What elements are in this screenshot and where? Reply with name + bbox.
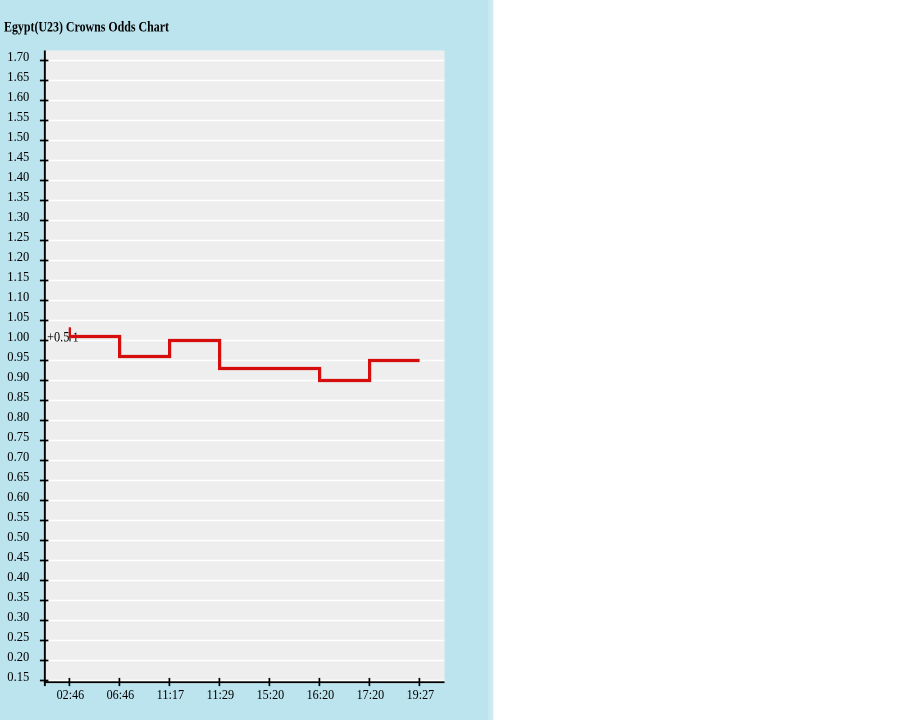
svg-text:0.75: 0.75	[7, 430, 29, 445]
svg-text:1.65: 1.65	[7, 70, 29, 85]
svg-text:0.20: 0.20	[7, 650, 29, 665]
svg-text:+0.5: +0.5	[47, 329, 69, 345]
svg-text:1.05: 1.05	[7, 310, 29, 325]
svg-text:0.60: 0.60	[7, 490, 29, 505]
svg-text:0.35: 0.35	[7, 590, 29, 605]
svg-text:0.40: 0.40	[7, 570, 29, 585]
svg-text:1.55: 1.55	[7, 110, 29, 125]
svg-text:0.45: 0.45	[7, 550, 29, 565]
svg-text:0.65: 0.65	[7, 470, 29, 485]
svg-text:0.30: 0.30	[7, 610, 29, 625]
svg-text:06:46: 06:46	[107, 688, 135, 703]
svg-text:1.40: 1.40	[7, 170, 29, 185]
svg-text:0.80: 0.80	[7, 410, 29, 425]
svg-text:15:20: 15:20	[257, 688, 285, 703]
svg-text:Egypt(U23) Crowns Odds Chart: Egypt(U23) Crowns Odds Chart	[4, 20, 169, 36]
svg-text:1.20: 1.20	[7, 250, 29, 265]
svg-text:0.70: 0.70	[7, 450, 29, 465]
svg-text:11:17: 11:17	[157, 688, 185, 703]
svg-text:1.00: 1.00	[7, 330, 29, 345]
svg-text:0.15: 0.15	[7, 670, 29, 685]
svg-text:16:20: 16:20	[307, 688, 335, 703]
svg-text:02:46: 02:46	[57, 688, 85, 703]
svg-text:1.50: 1.50	[7, 130, 29, 145]
svg-text:0.85: 0.85	[7, 390, 29, 405]
svg-text:1.45: 1.45	[7, 150, 29, 165]
svg-text:1.10: 1.10	[7, 290, 29, 305]
svg-text:1.30: 1.30	[7, 210, 29, 225]
svg-text:11:29: 11:29	[207, 688, 235, 703]
svg-text:17:20: 17:20	[357, 688, 385, 703]
svg-text:1.35: 1.35	[7, 190, 29, 205]
svg-text:0.50: 0.50	[7, 530, 29, 545]
svg-text:0.55: 0.55	[7, 510, 29, 525]
svg-text:0.25: 0.25	[7, 630, 29, 645]
svg-text:1.70: 1.70	[7, 50, 29, 65]
svg-text:19:27: 19:27	[407, 688, 435, 703]
svg-text:1.60: 1.60	[7, 90, 29, 105]
svg-text:1.25: 1.25	[7, 230, 29, 245]
svg-text:1.15: 1.15	[7, 270, 29, 285]
svg-text:0.90: 0.90	[7, 370, 29, 385]
svg-text:0.95: 0.95	[7, 350, 29, 365]
